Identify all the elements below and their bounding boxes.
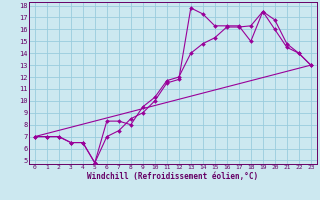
- X-axis label: Windchill (Refroidissement éolien,°C): Windchill (Refroidissement éolien,°C): [87, 172, 258, 181]
